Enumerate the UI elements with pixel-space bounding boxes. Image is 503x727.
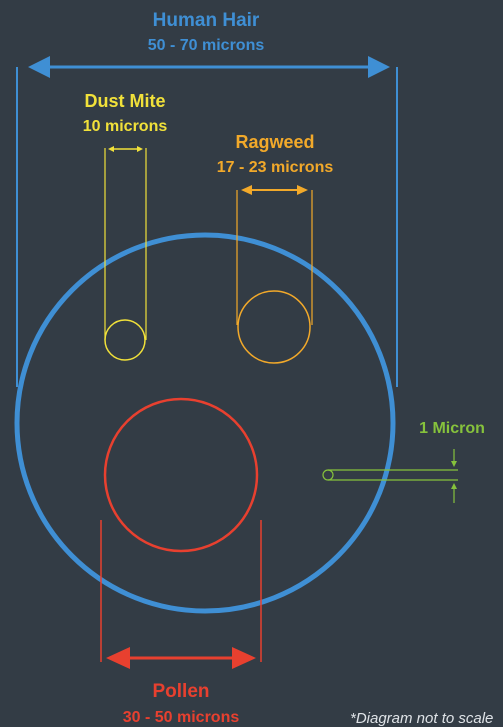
ragweed-title: Ragweed xyxy=(235,132,315,152)
micron-arrowhead-top xyxy=(451,461,457,467)
dust-mite-circle xyxy=(104,319,146,361)
dust-mite-arrowhead-left xyxy=(108,146,114,152)
dust-mite-measure xyxy=(104,146,147,340)
micron-measure xyxy=(322,449,458,503)
hair-size: 50 - 70 microns xyxy=(147,37,265,54)
hair-arrowhead-left xyxy=(28,56,50,78)
pollen-arrowhead-left xyxy=(106,647,130,669)
pollen-arrowhead-right xyxy=(232,647,256,669)
pollen-circle xyxy=(103,397,259,553)
dust-mite-size: 10 microns xyxy=(82,118,168,135)
hair-arrowhead-right xyxy=(368,56,390,78)
pollen-title: Pollen xyxy=(152,681,210,702)
dust-mite-title: Dust Mite xyxy=(84,91,166,111)
ragweed-arrowhead-right xyxy=(297,185,308,195)
footnote: *Diagram not to scale xyxy=(350,710,494,727)
micron-arrowhead-bottom xyxy=(451,483,457,489)
micron-title: 1 Micron xyxy=(419,420,485,437)
hair-title: Human Hair xyxy=(152,10,260,31)
ragweed-measure xyxy=(236,185,313,325)
dust-mite-arrowhead-right xyxy=(137,146,143,152)
pollen-size: 30 - 50 microns xyxy=(122,709,240,726)
ragweed-circle xyxy=(237,290,311,364)
ragweed-size: 17 - 23 microns xyxy=(216,159,334,176)
hair-circle xyxy=(14,232,396,614)
ragweed-arrowhead-left xyxy=(241,185,252,195)
micron-circle xyxy=(322,469,334,481)
hair-measure xyxy=(16,56,398,387)
pollen-measure xyxy=(100,520,262,669)
